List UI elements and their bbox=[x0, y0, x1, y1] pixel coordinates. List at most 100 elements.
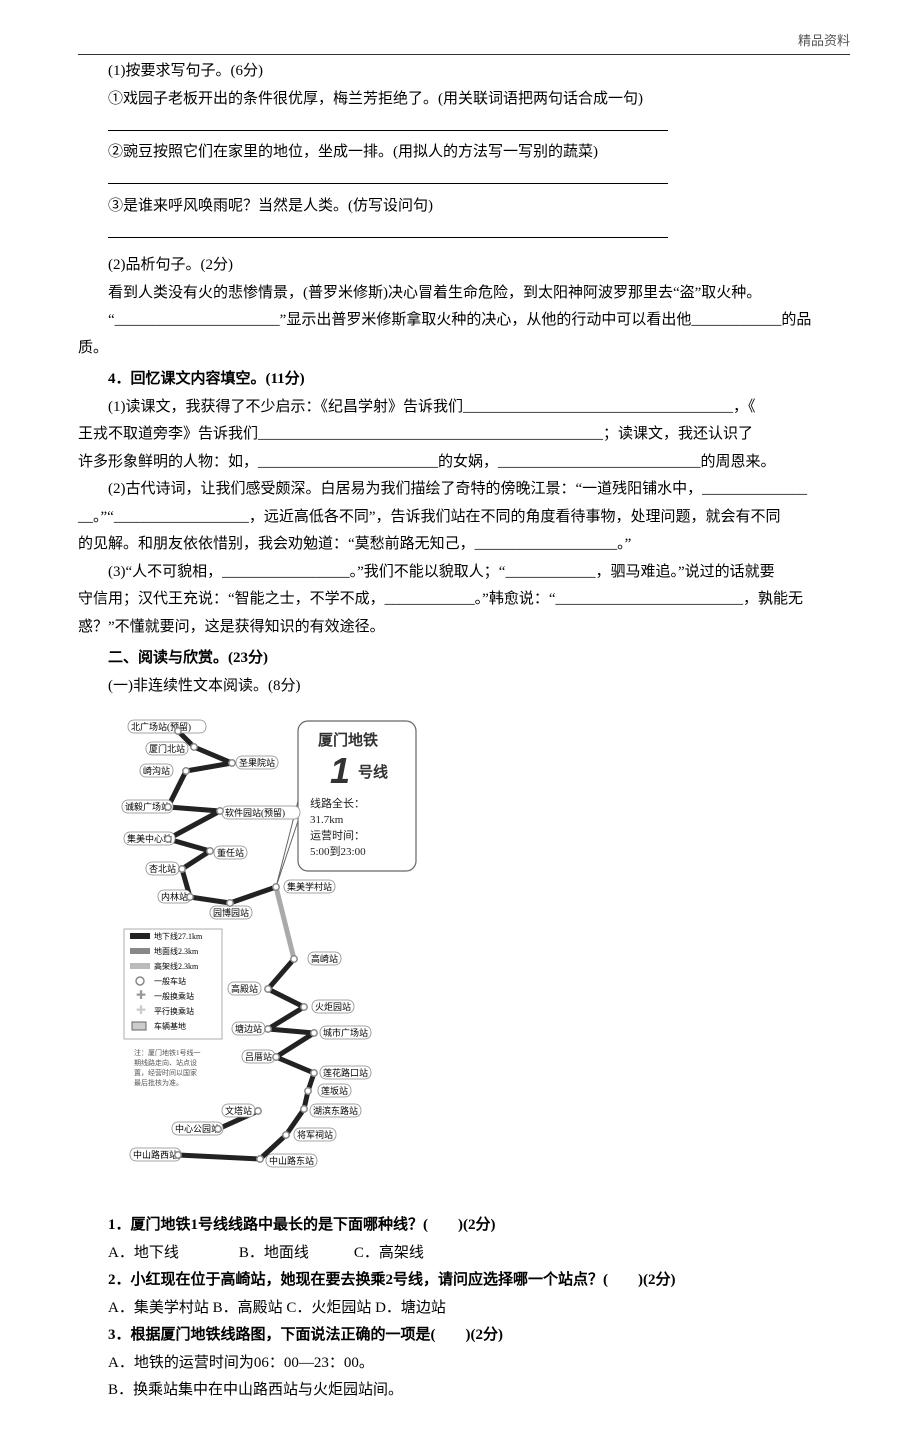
metro-line-segment bbox=[178, 1155, 260, 1159]
callout-len-value: 31.7km bbox=[310, 814, 344, 826]
q4-p1c: 许多形象鲜明的人物：如，________________________的女娲，… bbox=[78, 450, 860, 476]
station-marker bbox=[311, 1030, 317, 1036]
q4-p2c: 的见解。和朋友依依惜别，我会劝勉道：“莫愁前路无知己，_____________… bbox=[78, 532, 860, 558]
sec2-sub: (一)非连续性文本阅读。(8分) bbox=[78, 674, 860, 700]
q1-a: ①戏园子老板开出的条件很优厚，梅兰芳拒绝了。(用关联词语把两句话合成一句) bbox=[78, 87, 860, 113]
blank-line bbox=[108, 114, 668, 131]
q4-p3a: (3)“人不可貌相，_________________。”我们不能以貌取人；“_… bbox=[78, 560, 860, 586]
station-marker bbox=[179, 866, 185, 872]
callout-title: 厦门地铁 bbox=[318, 731, 378, 749]
station-marker bbox=[191, 744, 197, 750]
q4-p1a: (1)读课文，我获得了不少启示：《纪昌学射》告诉我们______________… bbox=[78, 395, 860, 421]
station-label: 莲坂站 bbox=[321, 1085, 348, 1096]
q1-stem: (1)按要求写句子。(6分) bbox=[78, 59, 860, 85]
legend-swatch bbox=[136, 977, 144, 985]
map-note-line: 期线路走向、站点设 bbox=[134, 1058, 197, 1067]
station-marker bbox=[175, 1152, 181, 1158]
q4-p2a: (2)古代诗词，让我们感受颇深。白居易为我们描绘了奇特的傍晚江景：“一道残阳铺水… bbox=[78, 477, 860, 503]
station-label: 塘边站 bbox=[235, 1023, 262, 1034]
station-label: 中山路西站 bbox=[133, 1149, 178, 1160]
metro-line-segment bbox=[276, 887, 294, 959]
legend-swatch bbox=[132, 1022, 146, 1030]
legend-swatch bbox=[130, 963, 150, 969]
station-marker bbox=[175, 728, 181, 734]
legend-label: 高架线2.3km bbox=[154, 961, 199, 971]
station-marker bbox=[273, 1054, 279, 1060]
station-label: 高殿站 bbox=[231, 983, 258, 994]
callout-bignum: 1 bbox=[330, 750, 350, 791]
station-label: 火炬园站 bbox=[315, 1001, 351, 1012]
station-marker bbox=[187, 894, 193, 900]
note-text: 注：厦门地铁1号线一期线路走向、站点设置，经营时间以国家最后批核为准。 bbox=[134, 1048, 201, 1087]
station-label: 湖滨东路站 bbox=[313, 1105, 358, 1116]
station-label: 软件园站(预留) bbox=[225, 807, 285, 818]
station-label: 集美学村站 bbox=[287, 881, 332, 892]
q2-stem: (2)品析句子。(2分) bbox=[78, 253, 860, 279]
station-label: 厦门北站 bbox=[149, 743, 185, 754]
station-label: 莲花路口站 bbox=[323, 1067, 368, 1078]
blank-line bbox=[108, 168, 668, 185]
station-label: 诚毅广场站 bbox=[125, 801, 170, 812]
legend-swatch bbox=[130, 933, 150, 939]
q4-p3b: 守信用；汉代王充说：“智能之士，不学不成，____________。”韩愈说：“… bbox=[78, 587, 860, 613]
legend-swatch: ✚ bbox=[136, 1003, 146, 1017]
station-marker bbox=[183, 768, 189, 774]
station-marker bbox=[265, 1026, 271, 1032]
station-label: 园博园站 bbox=[213, 907, 249, 918]
station-marker bbox=[283, 1132, 289, 1138]
q2-line2a: “______________________”显示出普罗米修斯拿取火种的决心，… bbox=[78, 308, 860, 334]
mcq3-b: B．换乘站集中在中山路西站与火炬园站间。 bbox=[78, 1378, 860, 1404]
legend-label: 车辆基地 bbox=[154, 1021, 186, 1031]
mcq2-stem: 2．小红现在位于高崎站，她现在要去换乘2号线，请问应选择哪一个站点？( )(2分… bbox=[78, 1268, 860, 1294]
station-marker bbox=[215, 1126, 221, 1132]
station-label: 城市广场站 bbox=[323, 1027, 368, 1038]
legend-label: 平行换乘站 bbox=[154, 1006, 194, 1016]
legend-label: 地下线27.1km bbox=[154, 931, 203, 941]
station-marker bbox=[291, 956, 297, 962]
metro-map: 厦门地铁 1 号线 线路全长： 31.7km 运营时间： 5:00到23:00 … bbox=[118, 711, 428, 1201]
legend-label: 一般换乘站 bbox=[154, 991, 194, 1001]
q1-b: ②豌豆按照它们在家里的地位，坐成一排。(用拟人的方法写一写别的蔬菜) bbox=[78, 140, 860, 166]
mcq1-opts: A．地下线 B．地面线 C．高架线 bbox=[78, 1241, 860, 1267]
mcq1-stem: 1．厦门地铁1号线线路中最长的是下面哪种线？( )(2分) bbox=[78, 1213, 860, 1239]
q4-p1b: 王戎不取道旁李》告诉我们____________________________… bbox=[78, 422, 860, 448]
station-marker bbox=[301, 1004, 307, 1010]
mcq2-opts: A．集美学村站 B．高殿站 C．火炬园站 D．塘边站 bbox=[78, 1296, 860, 1322]
callout-suffix: 号线 bbox=[358, 763, 388, 781]
station-marker bbox=[165, 836, 171, 842]
station-marker bbox=[305, 1088, 311, 1094]
mcq3-a: A．地铁的运营时间为06：00—23：00。 bbox=[78, 1351, 860, 1377]
station-label: 杏北站 bbox=[149, 863, 176, 874]
q2-line2b: 质。 bbox=[78, 336, 860, 362]
blank-line bbox=[108, 221, 668, 238]
station-label: 高崎站 bbox=[311, 953, 338, 964]
station-label: 崎沟站 bbox=[143, 765, 170, 776]
station-marker bbox=[207, 848, 213, 854]
legend-label: 地面线2.3km bbox=[154, 946, 199, 956]
station-label: 中心公园站 bbox=[175, 1123, 220, 1134]
station-label: 董任站 bbox=[217, 847, 244, 858]
sec2-title: 二、阅读与欣赏。(23分) bbox=[78, 646, 860, 672]
station-marker bbox=[311, 1070, 317, 1076]
map-note-line: 最后批核为准。 bbox=[134, 1078, 183, 1087]
map-note-line: 置，经营时间以国家 bbox=[134, 1068, 197, 1077]
map-svg: 厦门地铁 1 号线 线路全长： 31.7km 运营时间： 5:00到23:00 … bbox=[118, 711, 428, 1201]
q4-p2b: __。”“__________________，远近高低各不同”，告诉我们站在不… bbox=[78, 505, 860, 531]
map-note-line: 注：厦门地铁1号线一 bbox=[134, 1048, 201, 1057]
station-marker bbox=[165, 804, 171, 810]
mcq3-stem: 3．根据厦门地铁线路图，下面说法正确的一项是( )(2分) bbox=[78, 1323, 860, 1349]
station-marker bbox=[273, 884, 279, 890]
callout-time-value: 5:00到23:00 bbox=[310, 845, 366, 858]
station-label: 将军祠站 bbox=[297, 1129, 333, 1140]
legend-label: 一般车站 bbox=[154, 976, 186, 986]
station-label: 中山路东站 bbox=[269, 1155, 314, 1166]
q2-line1: 看到人类没有火的悲惨情景，(普罗米修斯)决心冒着生命危险，到太阳神阿波罗那里去“… bbox=[78, 281, 860, 307]
legend-swatch: ✚ bbox=[136, 988, 146, 1002]
station-label: 文塔站 bbox=[225, 1105, 252, 1116]
q4-p3c: 惑？”不懂就要问，这是获得知识的有效途径。 bbox=[78, 615, 860, 641]
station-label: 圣果院站 bbox=[239, 757, 275, 768]
station-marker bbox=[265, 986, 271, 992]
q4-title: 4．回忆课文内容填空。(11分) bbox=[78, 367, 860, 393]
legend-swatch bbox=[130, 948, 150, 954]
station-marker bbox=[227, 900, 233, 906]
